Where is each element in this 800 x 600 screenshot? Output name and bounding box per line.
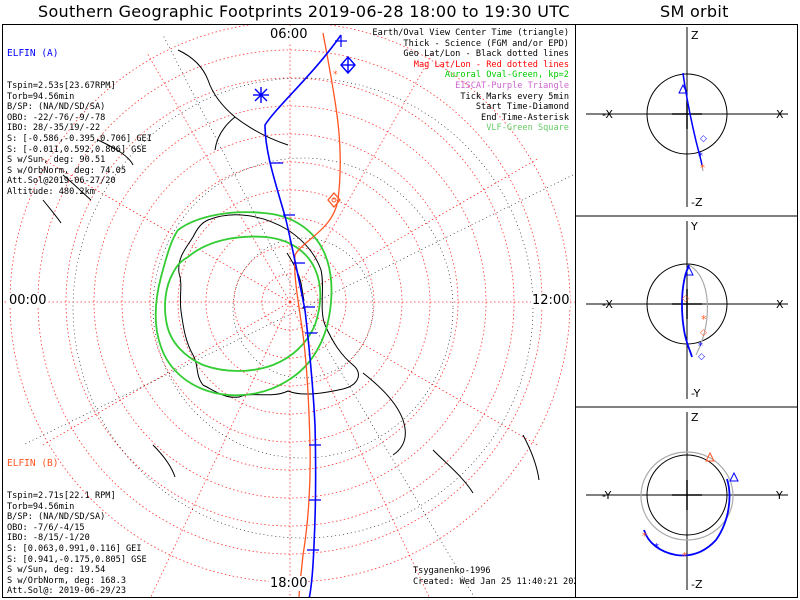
sm-orbit-column: ◇ * * Z -Z -X X ◇ * ◇ * ◇ Y -Y -X X	[575, 24, 798, 598]
info-line: S: [-0.586,-0.395,0.706] GEI	[7, 133, 152, 144]
svg-text:◇: ◇	[682, 294, 689, 304]
svg-text:*: *	[700, 163, 705, 174]
legend-item: VLF-Green Square	[486, 123, 569, 134]
info-line: IBO: -8/15/-1/20	[7, 533, 90, 544]
model-credit: Tsyganenko-1996	[413, 566, 491, 576]
info-line: Tspin=2.53s[23.67RPM]	[7, 80, 116, 91]
legend-item: EISCAT-Purple Triangle	[455, 80, 569, 91]
sm2-bottom-label: -Y	[691, 387, 701, 400]
time-label-top: 06:00	[269, 27, 309, 42]
elfin-a-lines: Tspin=2.53s[23.67RPM] Torb=94.56min B/SP: …	[7, 81, 152, 198]
svg-text:*: *	[698, 341, 703, 352]
sm2-left-label: -X	[602, 298, 613, 311]
elfin-a-end-asterisk	[253, 87, 269, 103]
info-line: Altitude: 480.6km	[7, 597, 147, 598]
elfin-b-lines: Tspin=2.71s[22.1 RPM] Torb=94.56min B/SP: …	[7, 490, 147, 598]
sm2-top-label: Y	[690, 220, 698, 233]
info-line: IBO: 28/-35/19/-22	[7, 123, 101, 134]
info-line: Torb=94.56min	[7, 91, 75, 102]
page-title: Southern Geographic Footprints 2019-06-2…	[38, 2, 570, 21]
legend-item: Auroral Oval-Green, kp=2	[444, 70, 569, 81]
legend-item: Geo Lat/Lon - Black dotted lines	[403, 49, 569, 60]
svg-text:*: *	[654, 542, 659, 553]
svg-text:◇: ◇	[698, 352, 705, 362]
info-line: S: [0.941,-0.175,0.805] GSE	[7, 554, 147, 565]
time-label-right: 12:00	[531, 293, 571, 308]
legend-item: Tick Marks every 5min	[460, 91, 569, 102]
elfin-a-start-diamond	[340, 55, 356, 75]
sm3-left-label: -Y	[602, 489, 612, 502]
sm-orbit-title: SM orbit	[660, 2, 729, 21]
info-line: S: [0.063,0.991,0.116] GEI	[7, 543, 142, 554]
legend-item: Mag Lat/Lon - Red dotted lines	[413, 59, 569, 70]
elfin-b-info: ELFIN (B) Tspin=2.71s[22.1 RPM] Torb=94.5…	[7, 438, 147, 598]
info-line: Att.Sol@: 2019-06-29/23	[7, 586, 126, 597]
auroral-oval	[154, 211, 333, 397]
legend-item: Thick - Science (FGM and/or EPD)	[403, 38, 569, 49]
sm3-top-label: Z	[691, 411, 699, 424]
coastlines	[42, 49, 540, 494]
info-line: S w/Sun, deg: 90.51	[7, 155, 106, 166]
elfin-a-header: ELFIN (A)	[7, 48, 59, 60]
info-line: S: [-0.011,0.592,0.806] GSE	[7, 144, 147, 155]
svg-text:*: *	[701, 313, 707, 326]
info-line: OBO: -22/-76/-9/-78	[7, 112, 106, 123]
time-label-left: 00:00	[8, 293, 48, 308]
elfin-a-tick-marks	[271, 162, 321, 551]
legend-item: Earth/Oval View Center Time (triangle)	[372, 28, 569, 38]
svg-text:*: *	[682, 551, 687, 562]
elfin-b-tick: *	[333, 70, 338, 80]
info-line: Altitude: 480.2km	[7, 186, 95, 197]
info-line: B/SP: (NA/ND/SD/SA)	[7, 512, 106, 523]
legend-item: End Time-Asterisk	[481, 112, 569, 123]
elfin-b-header: ELFIN (B)	[7, 458, 59, 470]
elfin-b-track: *	[293, 32, 341, 597]
footprint-map-panel: *	[2, 24, 576, 598]
created-timestamp: Created: Wed Jan 25 11:40:21 2023	[413, 577, 576, 587]
info-line: S w/Sun, deg: 19.54	[7, 565, 106, 576]
sm3-right-label: Y	[775, 489, 783, 502]
map-legend: Earth/Oval View Center Time (triangle) Th…	[372, 28, 569, 134]
svg-text:*: *	[698, 151, 703, 162]
sm1-bottom-label: -Z	[691, 196, 703, 209]
sm-panel-yz: * * * Z -Z -Y Y	[586, 411, 788, 591]
geo-grid	[22, 34, 574, 596]
sm3-bottom-label: -Z	[691, 578, 703, 591]
svg-text:◇: ◇	[700, 328, 707, 338]
svg-text:*: *	[642, 531, 647, 542]
sm1-top-label: Z	[691, 29, 699, 42]
sm1-right-label: X	[776, 108, 784, 121]
credits: Tsyganenko-1996 Created: Wed Jan 25 11:40…	[413, 566, 576, 588]
sm-panel-xy: ◇ * ◇ * ◇ Y -Y -X X	[586, 220, 788, 400]
info-line: S w/OrbNorm, deg: 168.3	[7, 575, 126, 586]
info-line: Torb=94.56min	[7, 501, 75, 512]
info-line: S w/OrbNorm, deg: 74.05	[7, 165, 126, 176]
elfin-a-track	[253, 34, 356, 597]
elfin-a-info: ELFIN (A) Tspin=2.53s[23.67RPM] Torb=94.5…	[7, 28, 152, 219]
info-line: Tspin=2.71s[22.1 RPM]	[7, 490, 116, 501]
info-line: OBO: -7/6/-4/15	[7, 522, 85, 533]
elfin-b-start-diamond	[327, 192, 341, 208]
sm-panel-xz: ◇ * * Z -Z -X X	[586, 27, 788, 209]
legend-item: Start Time-Diamond	[475, 102, 569, 113]
sm2-right-label: X	[776, 298, 784, 311]
time-label-bottom: 18:00	[269, 576, 309, 591]
svg-text:◇: ◇	[700, 134, 707, 144]
elfin-a-asterisk-top	[335, 35, 347, 47]
info-line: Att.Sol@2019-06-27/20	[7, 176, 116, 187]
info-line: B/SP: (NA/ND/SD/SA)	[7, 102, 106, 113]
sm1-left-label: -X	[602, 108, 613, 121]
sm-orbit-plots: ◇ * * Z -Z -X X ◇ * ◇ * ◇ Y -Y -X X	[576, 27, 797, 591]
